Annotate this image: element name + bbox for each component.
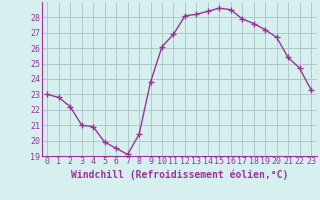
- X-axis label: Windchill (Refroidissement éolien,°C): Windchill (Refroidissement éolien,°C): [70, 169, 288, 180]
